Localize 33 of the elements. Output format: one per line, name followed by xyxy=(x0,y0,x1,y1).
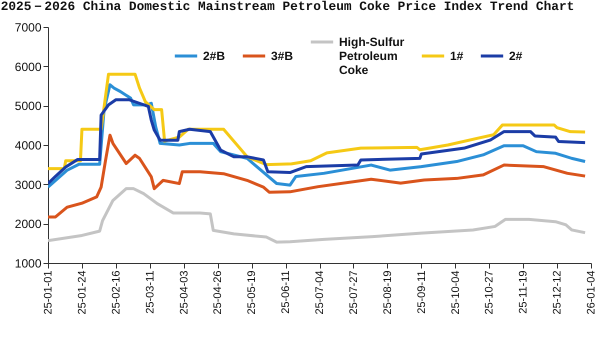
y-tick-label: 5000 xyxy=(14,99,42,114)
x-tick-label: 25-02-16 xyxy=(110,270,122,315)
line-series xyxy=(48,134,587,218)
y-tick-label: 1000 xyxy=(14,256,42,270)
x-tick-label: 25-04-26 xyxy=(212,270,224,315)
line-series xyxy=(48,98,587,186)
legend-label: 2# xyxy=(509,49,523,63)
x-tick-label: 25-12-12 xyxy=(552,270,564,315)
y-tick-label: 7000 xyxy=(14,20,42,34)
legend-label: 3#B xyxy=(271,49,294,63)
x-tick-label: 25-06-11 xyxy=(280,270,292,314)
legend-label: 1# xyxy=(450,49,464,63)
x-tick-label: 25-05-19 xyxy=(246,270,258,315)
x-tick-label: 25-01-01 xyxy=(42,270,54,315)
x-tick-label: 25-01-24 xyxy=(76,270,88,315)
x-tick-label: 26-01-04 xyxy=(586,270,598,315)
x-tick-label: 25-08-19 xyxy=(382,270,394,315)
x-tick-label: 25-03-11 xyxy=(144,270,156,314)
y-tick-label: 6000 xyxy=(14,60,42,74)
y-tick-label: 2000 xyxy=(14,217,42,232)
line-series xyxy=(48,187,587,244)
x-tick-label: 25-10-04 xyxy=(450,270,462,315)
legend-label: High-Sulfur Petroleum Coke xyxy=(339,35,405,77)
x-tick-label: 25-11-19 xyxy=(518,270,530,314)
y-tick-label: 4000 xyxy=(14,138,42,152)
x-tick-label: 25-10-27 xyxy=(484,270,496,315)
legend-label: 2#B xyxy=(203,49,226,63)
y-tick-label: 3000 xyxy=(14,178,42,192)
x-tick-label: 25-07-04 xyxy=(314,270,326,315)
x-tick-label: 25-09-11 xyxy=(416,270,428,314)
x-tick-label: 25-07-27 xyxy=(348,270,360,315)
x-tick-label: 25-04-03 xyxy=(178,270,190,315)
chart-title: 2025－2026 China Domestic Mainstream Petroleum Coke Price Index Trend Chart xyxy=(0,0,574,14)
